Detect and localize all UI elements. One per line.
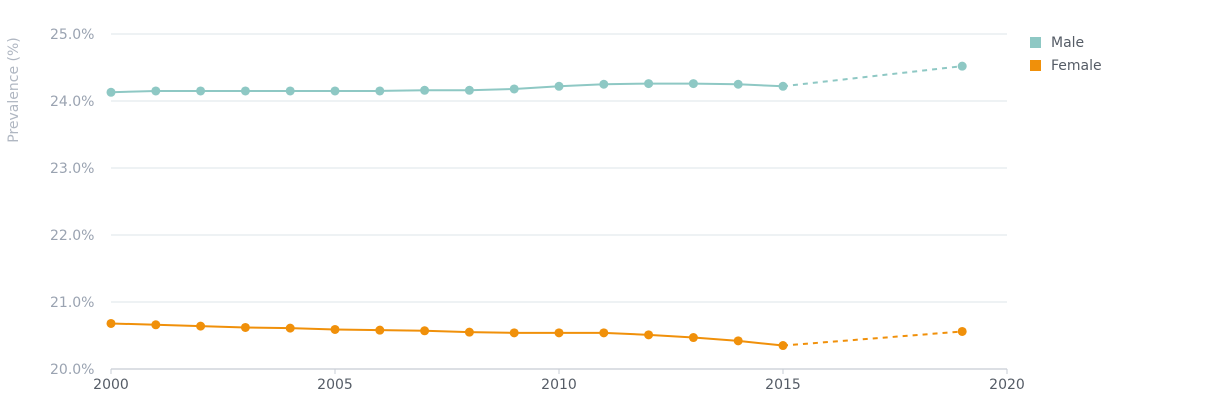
female-data-point[interactable] (330, 324, 340, 334)
female-series (106, 318, 967, 351)
x-tick-label: 2015 (765, 377, 801, 393)
y-tick-label: 24.0% (50, 94, 94, 110)
x-tick-label: 2000 (93, 377, 129, 393)
y-axis-ticks: 20.0% 21.0% 22.0% 23.0% 24.0% 25.0% (50, 27, 94, 378)
male-data-point[interactable] (599, 79, 609, 89)
legend-label: Female (1051, 58, 1102, 74)
male-data-point[interactable] (330, 86, 340, 96)
male-projection-point[interactable] (957, 61, 967, 71)
female-data-point[interactable] (240, 322, 250, 332)
legend-swatch (1030, 60, 1041, 71)
female-data-point[interactable] (420, 326, 430, 336)
male-data-point[interactable] (778, 81, 788, 91)
x-tick-label: 2005 (317, 377, 353, 393)
x-tick-label: 2010 (541, 377, 577, 393)
y-tick-label: 25.0% (50, 27, 94, 43)
male-data-point[interactable] (151, 86, 161, 96)
female-data-point[interactable] (196, 321, 206, 331)
y-tick-label: 21.0% (50, 295, 94, 311)
male-data-point[interactable] (464, 85, 474, 95)
legend: Male Female (1030, 35, 1102, 74)
female-data-point[interactable] (554, 328, 564, 338)
male-data-point[interactable] (106, 87, 116, 97)
male-data-point[interactable] (420, 85, 430, 95)
female-series-line (110, 322, 784, 347)
female-data-point[interactable] (285, 323, 295, 333)
female-data-point[interactable] (778, 341, 788, 351)
male-data-point[interactable] (554, 81, 564, 91)
male-series (106, 61, 967, 97)
male-data-point[interactable] (375, 86, 385, 96)
y-tick-label: 23.0% (50, 161, 94, 177)
female-data-point[interactable] (644, 330, 654, 340)
legend-item-female[interactable]: Female (1030, 58, 1102, 74)
female-data-point[interactable] (106, 318, 116, 328)
legend-item-male[interactable]: Male (1030, 35, 1084, 51)
male-data-point[interactable] (733, 79, 743, 89)
male-data-point[interactable] (285, 86, 295, 96)
female-data-point[interactable] (151, 320, 161, 330)
y-tick-label: 20.0% (50, 362, 94, 378)
female-data-point[interactable] (688, 333, 698, 343)
female-projection-line (782, 330, 963, 347)
male-series-line (110, 82, 784, 94)
x-axis-ticks: 2000 2005 2010 2015 2020 (93, 369, 1025, 393)
grid-lines (111, 33, 1007, 370)
y-axis-title: Prevalence (%) (6, 37, 22, 143)
male-data-point[interactable] (644, 79, 654, 89)
male-projection-line (782, 65, 963, 88)
male-data-point[interactable] (688, 79, 698, 89)
female-data-point[interactable] (375, 325, 385, 335)
male-data-point[interactable] (196, 86, 206, 96)
female-data-point[interactable] (464, 327, 474, 337)
female-data-point[interactable] (733, 336, 743, 346)
y-tick-label: 22.0% (50, 228, 94, 244)
legend-swatch (1030, 37, 1041, 48)
legend-label: Male (1051, 35, 1084, 51)
female-projection-point[interactable] (957, 326, 967, 336)
male-data-point[interactable] (509, 84, 519, 94)
x-tick-label: 2020 (989, 377, 1025, 393)
female-data-point[interactable] (599, 328, 609, 338)
male-data-point[interactable] (240, 86, 250, 96)
female-data-point[interactable] (509, 328, 519, 338)
series-layer (106, 61, 967, 351)
